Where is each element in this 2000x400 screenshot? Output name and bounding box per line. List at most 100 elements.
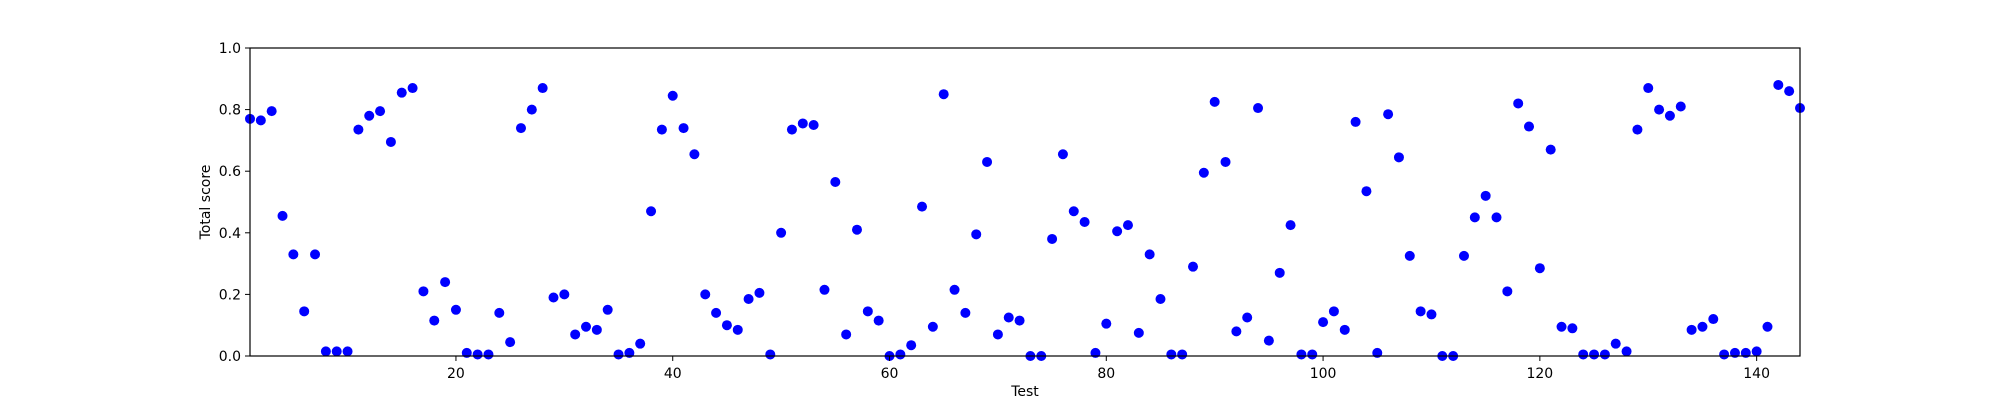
data-point	[1133, 327, 1144, 338]
data-point	[1361, 186, 1372, 197]
data-point	[1534, 263, 1545, 274]
data-point	[1664, 110, 1675, 121]
data-point	[1014, 315, 1025, 326]
data-point	[1383, 109, 1394, 120]
data-point	[1404, 250, 1415, 261]
data-point	[429, 315, 440, 326]
data-point	[1188, 261, 1199, 272]
data-point	[1318, 317, 1329, 328]
data-point	[472, 349, 483, 360]
data-point	[1231, 326, 1242, 337]
data-point	[1307, 349, 1318, 360]
x-tick-label: 40	[664, 366, 682, 382]
data-point	[1426, 309, 1437, 320]
data-point	[505, 337, 516, 348]
data-point	[1697, 321, 1708, 332]
data-point	[927, 321, 938, 332]
data-point	[689, 149, 700, 160]
data-point	[1513, 98, 1524, 109]
data-point	[364, 110, 375, 121]
data-point	[1784, 86, 1795, 97]
data-point	[1122, 220, 1133, 231]
data-point	[656, 124, 667, 135]
data-point	[721, 320, 732, 331]
data-point	[407, 83, 418, 94]
data-point	[895, 349, 906, 360]
data-point	[266, 106, 277, 117]
data-point	[1209, 96, 1220, 107]
data-point	[732, 324, 743, 335]
data-point	[1719, 349, 1730, 360]
data-point	[765, 349, 776, 360]
data-point	[1112, 226, 1123, 237]
data-point	[1198, 167, 1209, 178]
data-point	[1144, 249, 1155, 260]
data-point	[1491, 212, 1502, 223]
x-tick-label: 20	[447, 366, 465, 382]
data-point	[1469, 212, 1480, 223]
data-point	[494, 307, 505, 318]
data-point	[331, 346, 342, 357]
data-point	[1643, 83, 1654, 94]
data-point	[667, 90, 678, 101]
data-point	[830, 176, 841, 187]
data-point	[1599, 349, 1610, 360]
data-point	[375, 106, 386, 117]
data-point	[570, 329, 581, 340]
data-point	[851, 224, 862, 235]
data-point	[591, 324, 602, 335]
y-tick-label: 0.2	[219, 287, 241, 303]
plot-area-frame	[249, 47, 1801, 357]
data-point	[938, 89, 949, 100]
data-point	[1415, 306, 1426, 317]
y-axis: 0.0 0.2 0.4 0.6 0.8 1.0	[219, 41, 250, 365]
data-point	[960, 307, 971, 318]
data-point	[1296, 349, 1307, 360]
data-point	[1079, 217, 1090, 228]
data-point	[776, 227, 787, 238]
data-point	[537, 83, 548, 94]
data-point	[1589, 349, 1600, 360]
data-point	[1773, 79, 1784, 90]
data-point	[711, 307, 722, 318]
data-point	[786, 124, 797, 135]
data-point	[450, 304, 461, 315]
data-point	[1751, 346, 1762, 357]
data-point	[971, 229, 982, 240]
data-point	[841, 329, 852, 340]
data-point	[1350, 116, 1361, 127]
data-point	[917, 201, 928, 212]
data-point	[1545, 144, 1556, 155]
data-point	[646, 206, 657, 217]
data-point	[797, 118, 808, 129]
data-point	[1057, 149, 1068, 160]
x-axis-title: Test	[1010, 384, 1039, 400]
data-point	[1047, 233, 1058, 244]
data-point	[277, 210, 288, 221]
x-tick-label: 100	[1310, 366, 1337, 382]
data-point	[1458, 250, 1469, 261]
data-point	[299, 306, 310, 317]
data-point	[1068, 206, 1079, 217]
data-point	[548, 292, 559, 303]
data-point	[396, 87, 407, 98]
data-point	[1502, 286, 1513, 297]
data-point	[1220, 156, 1231, 167]
data-point	[1708, 314, 1719, 325]
data-point	[602, 304, 613, 315]
data-point	[1578, 349, 1589, 360]
data-point	[1610, 338, 1621, 349]
data-point	[1480, 190, 1491, 201]
data-point	[1328, 306, 1339, 317]
data-point	[1567, 323, 1578, 334]
data-point	[1285, 220, 1296, 231]
data-point	[320, 346, 331, 357]
data-point	[1654, 104, 1665, 115]
data-point	[581, 321, 592, 332]
data-point	[1393, 152, 1404, 163]
x-tick-label: 60	[881, 366, 899, 382]
data-point	[288, 249, 299, 260]
data-point	[1632, 124, 1643, 135]
